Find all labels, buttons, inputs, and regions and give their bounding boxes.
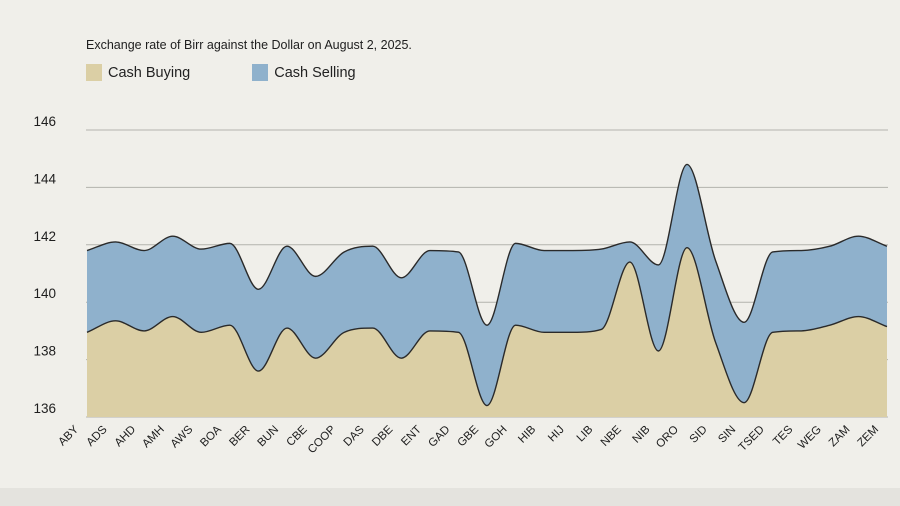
legend-label-cash-selling: Cash Selling bbox=[274, 64, 356, 81]
legend-swatch-cash-selling bbox=[252, 64, 269, 81]
x-tick-label: BUN bbox=[255, 424, 281, 450]
x-tick-label: COOP bbox=[306, 423, 339, 456]
x-tick-label: HIJ bbox=[546, 424, 567, 445]
x-tick-label: WEG bbox=[796, 424, 824, 452]
x-tick-label: HIB bbox=[516, 423, 538, 445]
legend-swatch-cash-buying bbox=[86, 64, 102, 81]
x-tick-label: ORO bbox=[654, 424, 681, 451]
y-axis-ticks: 136 138 140 142 144 146 bbox=[33, 114, 56, 416]
area-layer bbox=[86, 163, 888, 417]
x-tick-label: BER bbox=[227, 424, 252, 449]
x-tick-label: GOH bbox=[483, 424, 510, 451]
x-tick-label: ENT bbox=[399, 424, 424, 449]
x-tick-label: ZAM bbox=[827, 424, 853, 450]
line-cash-selling bbox=[86, 163, 888, 326]
y-tick-label: 140 bbox=[33, 286, 56, 301]
area-cash-buying bbox=[87, 247, 887, 417]
x-tick-label: ADS bbox=[84, 423, 109, 448]
x-tick-label: GBE bbox=[455, 423, 481, 449]
y-tick-label: 146 bbox=[33, 114, 56, 129]
chart-title: Exchange rate of Birr against the Dollar… bbox=[86, 38, 412, 52]
x-tick-label: SID bbox=[688, 424, 710, 446]
x-tick-label: NBE bbox=[599, 423, 624, 448]
x-tick-label: DBE bbox=[370, 423, 395, 448]
y-tick-label: 144 bbox=[33, 171, 56, 186]
legend-label-cash-buying: Cash Buying bbox=[108, 64, 191, 81]
line-cash-buying bbox=[86, 246, 888, 407]
x-tick-label: ABY bbox=[56, 423, 81, 448]
legend-item-cash-buying: Cash Buying bbox=[86, 64, 190, 81]
y-tick-label: 138 bbox=[33, 344, 56, 359]
x-tick-label: SIN bbox=[716, 424, 738, 446]
x-tick-label: GAD bbox=[426, 424, 452, 450]
legend-item-cash-selling: Cash Selling bbox=[252, 64, 356, 81]
x-tick-label: CBE bbox=[284, 423, 309, 448]
x-tick-label: AHD bbox=[113, 424, 139, 450]
x-tick-label: DAS bbox=[342, 423, 367, 448]
x-tick-label: BOA bbox=[198, 423, 224, 449]
legend: Cash Buying Cash Selling bbox=[86, 64, 418, 81]
x-tick-label: TSED bbox=[737, 424, 767, 454]
bottom-strip bbox=[0, 488, 900, 506]
x-tick-label: ZEM bbox=[855, 424, 881, 450]
x-tick-label: LIB bbox=[575, 423, 596, 444]
x-tick-label: TES bbox=[771, 423, 796, 448]
y-tick-label: 136 bbox=[33, 401, 56, 416]
x-tick-label: AWS bbox=[169, 423, 196, 450]
x-tick-label: NIB bbox=[631, 423, 653, 445]
y-tick-label: 142 bbox=[33, 229, 56, 244]
x-tick-label: AMH bbox=[140, 424, 167, 451]
